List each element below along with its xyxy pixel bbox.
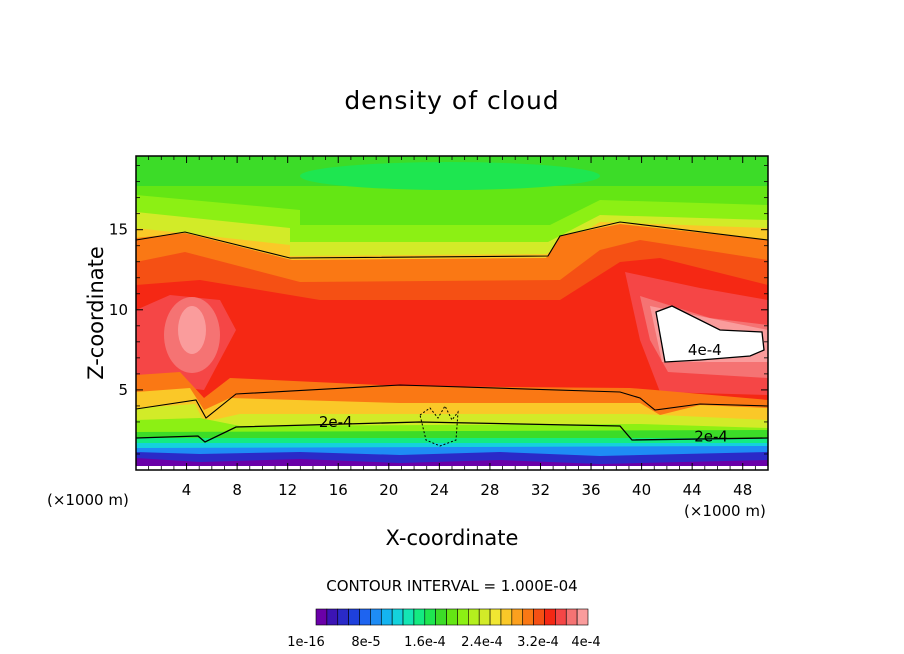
colorbar-swatch <box>359 608 371 626</box>
colorbar-label: 2.4e-4 <box>461 635 503 650</box>
colorbar-swatch <box>402 608 415 626</box>
x-unit-right: (×1000 m) <box>684 502 766 520</box>
colorbar-swatch <box>370 608 382 626</box>
x-axis-label: X-coordinate <box>385 526 519 550</box>
colorbar-swatch <box>565 608 578 626</box>
x-tick-label: 28 <box>480 481 499 499</box>
colorbar-label: 3.2e-4 <box>517 635 559 650</box>
colorbar-label: 1.6e-4 <box>404 635 446 650</box>
colorbar-swatch <box>478 608 491 626</box>
colorbar-swatch <box>380 608 393 626</box>
x-tick-label: 24 <box>430 481 449 499</box>
core-left-lightest <box>178 306 206 354</box>
x-axis-ticks: 4 8 12 16 20 24 28 32 36 40 44 48 <box>148 156 756 499</box>
colorbar-swatch <box>413 608 426 626</box>
contour-interval-text: CONTOUR INTERVAL = 1.000E-04 <box>326 577 578 595</box>
x-tick-label: 36 <box>581 481 600 499</box>
y-axis-ticks: 5 10 15 <box>109 165 768 455</box>
colorbar-swatch <box>555 608 567 626</box>
colorbar: 1e-16 8e-5 1.6e-4 2.4e-4 3.2e-4 4e-4 <box>287 608 601 650</box>
x-unit-left: (×1000 m) <box>47 491 129 509</box>
colorbar-swatch <box>348 608 360 626</box>
upper-contour-line <box>136 221 768 259</box>
colorbar-swatch <box>533 608 545 626</box>
colorbar-swatch <box>446 608 458 626</box>
x-tick-label: 40 <box>632 481 651 499</box>
contour-2e-4 <box>136 421 768 443</box>
colorbar-swatch <box>576 608 589 626</box>
y-tick-label: 15 <box>109 221 128 239</box>
plot-fill-layer <box>136 156 768 470</box>
colorbar-label: 1e-16 <box>287 635 325 650</box>
y-axis-label: Z-coordinate <box>84 246 108 380</box>
colorbar-label: 4e-4 <box>571 635 600 650</box>
x-tick-label: 32 <box>531 481 550 499</box>
colorbar-swatch <box>468 608 480 626</box>
x-tick-label: 48 <box>733 481 752 499</box>
x-tick-label: 8 <box>232 481 242 499</box>
x-tick-label: 4 <box>182 481 192 499</box>
chart-title: density of cloud <box>344 86 560 115</box>
colorbar-swatch <box>489 608 502 626</box>
x-tick-label: 12 <box>278 481 297 499</box>
contour-label: 2e-4 <box>694 427 728 445</box>
x-tick-label: 44 <box>683 481 702 499</box>
top-green-patch <box>300 162 600 190</box>
x-tick-label: 16 <box>329 481 348 499</box>
colorbar-swatch <box>391 608 404 626</box>
colorbar-swatch <box>435 608 447 626</box>
y-tick-label: 5 <box>118 381 128 399</box>
colorbar-swatch <box>457 608 469 626</box>
turbulent-cell-contour <box>419 404 459 447</box>
colorbar-swatch <box>500 608 513 626</box>
colorbar-swatch <box>544 608 556 626</box>
lower-contour-line <box>136 384 768 419</box>
colorbar-swatch <box>326 608 339 626</box>
x-tick-label: 20 <box>379 481 398 499</box>
colorbar-swatch <box>315 608 328 626</box>
colorbar-swatch <box>522 608 534 626</box>
colorbar-swatch <box>511 608 524 626</box>
contour-labels: 2e-4 2e-4 4e-4 <box>319 341 728 446</box>
contour-label: 4e-4 <box>688 341 722 359</box>
colorbar-swatch <box>337 608 349 626</box>
colorbar-swatch <box>424 608 436 626</box>
y-tick-label: 10 <box>109 301 128 319</box>
max-region-contour <box>655 305 765 363</box>
contour-label: 2e-4 <box>319 413 353 431</box>
colorbar-label: 8e-5 <box>351 635 380 650</box>
